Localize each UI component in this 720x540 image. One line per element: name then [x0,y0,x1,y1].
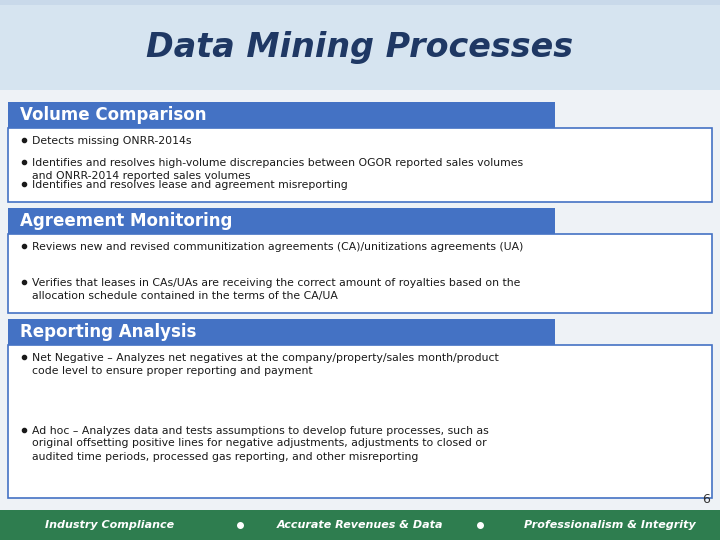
Text: Identifies and resolves high-volume discrepancies between OGOR reported sales vo: Identifies and resolves high-volume disc… [32,158,523,168]
Bar [0,5,720,90]
Bar [8,234,712,313]
Text: Agreement Monitoring: Agreement Monitoring [20,212,233,230]
Text: Data Mining Processes: Data Mining Processes [146,30,574,64]
Text: allocation schedule contained in the terms of the CA/UA: allocation schedule contained in the ter… [32,291,338,300]
Bar [0,510,720,540]
Bar [8,102,555,128]
Text: original offsetting positive lines for negative adjustments, adjustments to clos: original offsetting positive lines for n… [32,438,487,449]
Text: Reviews new and revised communitization agreements (CA)/unitizations agreements : Reviews new and revised communitization … [32,242,523,252]
Text: Net Negative – Analyzes net negatives at the company/property/sales month/produc: Net Negative – Analyzes net negatives at… [32,353,499,363]
Text: and ONRR-2014 reported sales volumes: and ONRR-2014 reported sales volumes [32,171,251,181]
Text: Identifies and resolves lease and agreement misreporting: Identifies and resolves lease and agreem… [32,180,348,190]
Text: Accurate Revenues & Data: Accurate Revenues & Data [276,520,444,530]
Bar [8,345,712,498]
Text: Verifies that leases in CAs/UAs are receiving the correct amount of royalties ba: Verifies that leases in CAs/UAs are rece… [32,278,521,287]
Text: audited time periods, processed gas reporting, and other misreporting: audited time periods, processed gas repo… [32,451,418,462]
Text: Detects missing ONRR-2014s: Detects missing ONRR-2014s [32,136,192,146]
Text: Volume Comparison: Volume Comparison [20,106,207,124]
Text: Professionalism & Integrity: Professionalism & Integrity [524,520,696,530]
Bar [0,0,720,90]
Text: Reporting Analysis: Reporting Analysis [20,323,197,341]
Text: Industry Compliance: Industry Compliance [45,520,174,530]
Bar [8,128,712,202]
Bar [0,90,720,510]
Text: code level to ensure proper reporting and payment: code level to ensure proper reporting an… [32,366,312,376]
Text: Ad hoc – Analyzes data and tests assumptions to develop future processes, such a: Ad hoc – Analyzes data and tests assumpt… [32,426,489,435]
Text: 6: 6 [702,493,710,506]
Bar [8,208,555,234]
Bar [8,319,555,345]
